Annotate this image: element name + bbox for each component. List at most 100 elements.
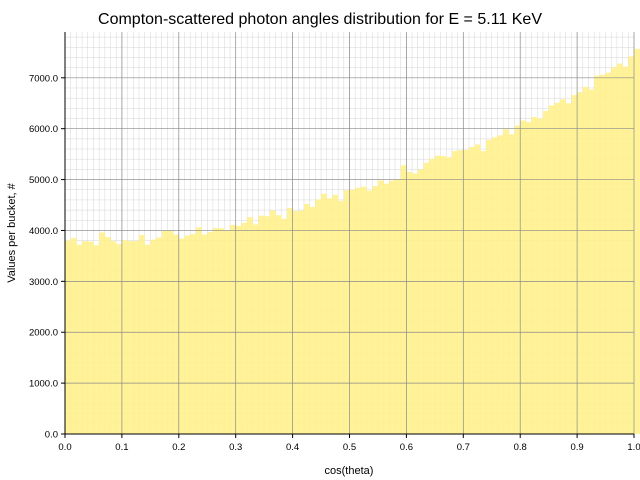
histogram-bar <box>616 63 623 434</box>
histogram-bar <box>446 157 453 434</box>
histogram-bar <box>275 215 282 434</box>
histogram-bar <box>178 238 185 434</box>
histogram-bar <box>195 227 202 434</box>
histogram-bar <box>451 151 458 434</box>
y-tick-label: 0.0 <box>45 430 58 441</box>
major-grid <box>64 32 635 435</box>
histogram-bar <box>423 162 430 434</box>
histogram-bar <box>400 165 407 434</box>
histogram-bar <box>634 48 640 434</box>
y-tick-label: 2000.0 <box>29 328 58 339</box>
histogram-bar <box>548 105 555 435</box>
histogram-bar <box>133 241 140 434</box>
histogram-bar <box>605 72 612 434</box>
x-tick-label: 0.8 <box>514 442 527 453</box>
histogram-bar <box>264 216 271 434</box>
histogram-bar <box>207 231 214 434</box>
x-tick-label: 0.4 <box>286 442 299 453</box>
histogram-bar <box>247 217 254 434</box>
y-tick-label: 4000.0 <box>29 226 58 237</box>
histogram-bar <box>457 150 464 434</box>
histogram-bar <box>355 187 362 434</box>
y-axis-ticks: 0.0 1000.0 2000.0 3000.0 4000.0 5000.0 6000.0 7… <box>29 73 65 441</box>
histogram-bar <box>212 227 219 434</box>
histogram-bar <box>235 225 242 434</box>
histogram-bar <box>281 218 288 434</box>
histogram-bar <box>577 92 584 435</box>
histogram-bar <box>332 194 339 434</box>
histogram-bar <box>588 89 595 434</box>
x-tick-label: 0.2 <box>172 442 185 453</box>
histogram-bar <box>104 237 111 434</box>
histogram-bar <box>480 151 487 434</box>
histogram-bar <box>241 222 248 434</box>
histogram-bar <box>412 173 419 434</box>
histogram-bar <box>321 193 328 434</box>
histogram-bar <box>218 228 225 434</box>
histogram-bar <box>258 215 265 434</box>
histogram-bar <box>173 234 180 434</box>
histogram-bar <box>298 210 305 434</box>
x-tick-label: 0.9 <box>570 442 583 453</box>
x-axis-label: cos(theta) <box>325 465 374 477</box>
y-axis-label: Values per bucket, # <box>6 182 18 282</box>
histogram-bar <box>508 134 515 434</box>
histogram-bar <box>537 118 544 434</box>
histogram-bar <box>628 56 635 434</box>
y-tick-label: 6000.0 <box>29 124 58 135</box>
histogram-bar <box>326 198 333 434</box>
histogram-bar <box>138 235 145 434</box>
histogram-bar <box>377 180 384 434</box>
histogram-bar <box>417 169 424 435</box>
histogram-bar <box>343 190 350 434</box>
histogram-bar <box>360 186 367 434</box>
histogram-bar <box>395 179 402 434</box>
x-tick-label: 1.0 <box>627 442 640 453</box>
histogram-bar <box>525 122 532 434</box>
histogram-bar <box>121 240 128 434</box>
histogram-bar <box>76 244 83 434</box>
histogram-bar <box>491 137 498 435</box>
histogram-bar <box>65 240 71 434</box>
histogram-bars <box>65 48 640 435</box>
histogram-bar <box>429 158 436 434</box>
y-tick-label: 3000.0 <box>29 277 58 288</box>
histogram-bar <box>156 237 163 434</box>
histogram-bar <box>116 244 123 434</box>
histogram-bar <box>406 171 413 434</box>
y-tick-label: 1000.0 <box>29 379 58 390</box>
histogram-bar <box>184 235 191 434</box>
histogram-bar <box>82 241 89 434</box>
histogram-bar <box>292 211 299 434</box>
histogram-bar <box>366 190 373 434</box>
x-tick-label: 0.5 <box>343 442 356 453</box>
histogram-bar <box>230 224 236 434</box>
y-tick-label: 5000.0 <box>29 175 58 186</box>
histogram-bar <box>582 86 589 434</box>
x-tick-label: 0.0 <box>58 442 71 453</box>
x-tick-label: 0.7 <box>457 442 470 453</box>
histogram-bar <box>611 67 618 434</box>
histogram-bar <box>571 95 578 435</box>
histogram-bar <box>520 120 527 434</box>
histogram-bar <box>542 110 549 435</box>
histogram-bar <box>565 103 572 434</box>
histogram-bar <box>190 234 197 434</box>
histogram-bar <box>338 200 345 434</box>
histogram-bar <box>93 245 100 434</box>
histogram-bar <box>303 203 310 434</box>
histogram-bar <box>252 224 259 434</box>
histogram-bar <box>286 208 293 434</box>
x-axis-ticks: 0.0 0.1 0.2 0.3 0.4 0.5 0.6 0.7 0.8 0.9 1.0 <box>58 434 640 453</box>
x-tick-label: 0.6 <box>400 442 413 453</box>
histogram-bar <box>468 147 475 434</box>
histogram-bar <box>560 99 567 434</box>
histogram-bar <box>315 199 322 434</box>
histogram-bar <box>87 241 94 434</box>
histogram-bar <box>434 155 441 434</box>
histogram-bar <box>463 150 470 434</box>
y-tick-label: 7000.0 <box>29 73 58 84</box>
chart-title: Compton-scattered photon angles distribu… <box>98 11 542 28</box>
histogram-bar <box>150 239 157 434</box>
